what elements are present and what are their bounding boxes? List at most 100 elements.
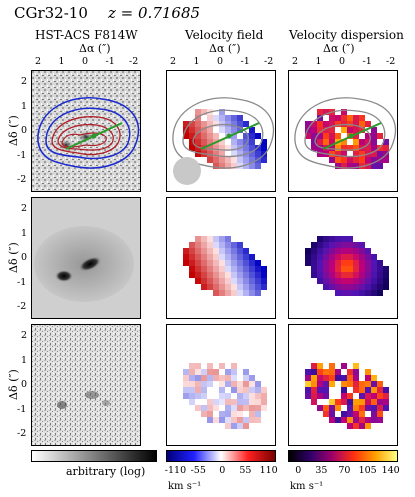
map-pixel [365,266,371,272]
map-pixel [243,290,249,296]
map-pixel [347,254,353,260]
map-pixel [249,133,255,139]
map-pixel [195,363,201,369]
hst-model-image [32,198,140,318]
map-pixel [359,242,365,248]
map-pixel [189,260,195,266]
map-pixel [231,127,237,133]
map-pixel [225,145,231,151]
y-tick-label: -1 [17,403,27,415]
map-pixel [353,157,359,163]
map-pixel [323,248,329,254]
map-pixel [317,266,323,272]
map-pixel [317,248,323,254]
map-pixel [207,139,213,145]
map-pixel [249,139,255,145]
velocity-field-map-overlay [172,97,275,185]
column-title-velocity: Velocity field [185,28,264,42]
map-pixel [329,115,335,121]
map-pixel [371,163,377,169]
map-pixel [377,381,383,387]
map-pixel [311,363,317,369]
map-pixel [225,115,231,121]
map-pixel [261,272,267,278]
map-pixel [329,242,335,248]
map-pixel [311,399,317,405]
map-pixel [365,423,371,429]
x-axis-label-3: Δα (″) [323,42,355,55]
map-pixel [243,387,249,393]
map-pixel [195,369,201,375]
map-pixel [243,145,249,151]
colorbar-tick: -110 [164,465,187,476]
map-pixel [317,242,323,248]
map-pixel [249,393,255,399]
map-pixel [225,260,231,266]
map-pixel [225,121,231,127]
map-pixel [207,381,213,387]
map-pixel [323,387,329,393]
map-pixel [195,242,201,248]
map-pixel [317,139,323,145]
map-pixel [249,290,255,296]
map-pixel [195,145,201,151]
map-pixel [207,248,213,254]
map-pixel [317,145,323,151]
map-pixel [353,248,359,254]
map-pixel [231,157,237,163]
map-pixel [359,399,365,405]
map-pixel [353,411,359,417]
map-pixel [377,417,383,423]
map-pixel [243,284,249,290]
map-pixel [371,387,377,393]
map-pixel [335,290,341,296]
map-pixel [341,139,347,145]
map-pixel [365,163,371,169]
map-pixel [377,284,383,290]
map-pixel [219,157,225,163]
map-pixel [231,399,237,405]
map-pixel [183,369,189,375]
colorbar-tick: 110 [259,465,278,476]
map-pixel [353,387,359,393]
map-pixel [311,242,317,248]
map-pixel [383,139,389,145]
map-pixel [189,272,195,278]
map-pixel [207,411,213,417]
map-pixel [341,278,347,284]
map-pixel [329,145,335,151]
map-pixel [237,387,243,393]
map-pixel [347,127,353,133]
map-pixel [377,405,383,411]
map-pixel [219,284,225,290]
map-pixel [347,375,353,381]
map-pixel [329,121,335,127]
map-pixel [353,151,359,157]
map-pixel [195,115,201,121]
map-pixel [201,260,207,266]
map-pixel [201,381,207,387]
map-pixel [243,133,249,139]
panel-velocity-residual [166,324,276,446]
map-pixel [261,157,267,163]
map-pixel [341,157,347,163]
map-pixel [347,115,353,121]
map-pixel [249,254,255,260]
x-tick-label: -1 [105,56,115,67]
map-pixel [201,236,207,242]
map-pixel [365,260,371,266]
column-title-hst: HST-ACS F814W [35,28,138,42]
hst-contour-overlay [172,97,275,169]
map-pixel [207,284,213,290]
map-pixel [225,272,231,278]
map-pixel [347,248,353,254]
velocity-field-model-map [183,236,267,296]
map-pixel [347,278,353,284]
map-pixel [189,127,195,133]
map-pixel [243,121,249,127]
map-pixel [213,417,219,423]
map-pixel [243,260,249,266]
map-pixel [371,151,377,157]
colorbar-tick: 0 [295,465,302,476]
